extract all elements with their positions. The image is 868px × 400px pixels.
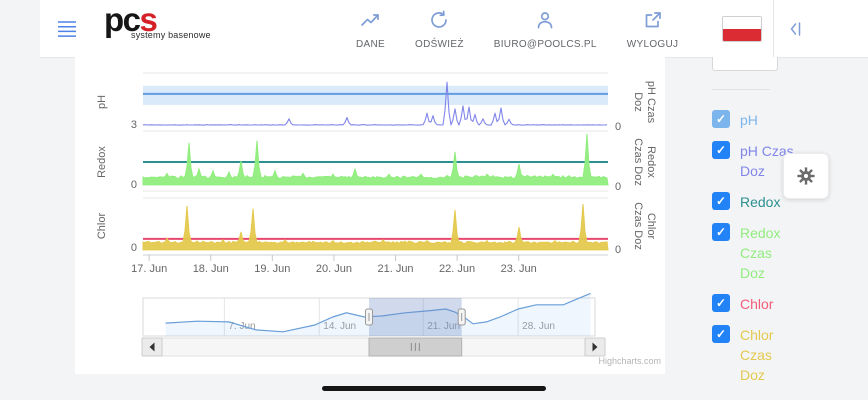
svg-text:ChlorCzas Doz: ChlorCzas Doz bbox=[632, 202, 657, 250]
svg-text:21. Jun: 21. Jun bbox=[427, 321, 460, 332]
legend-checkbox-chlor-czas-doz[interactable]: ✓ bbox=[712, 325, 730, 343]
svg-text:0: 0 bbox=[615, 181, 621, 193]
nav-biuro-poolcs-pl[interactable]: BIURO@POOLCS.PL bbox=[494, 9, 597, 50]
svg-text:3: 3 bbox=[131, 119, 137, 131]
legend-label: Redox Czas Doz bbox=[740, 225, 781, 281]
legend-label: Chlor Czas Doz bbox=[740, 327, 774, 383]
nav-label: DANE bbox=[356, 39, 385, 50]
nav-od-wie-[interactable]: ODŚWIEŻ bbox=[415, 9, 464, 50]
legend-checkbox-ph[interactable]: ✓ bbox=[712, 110, 730, 128]
flag-white-stripe bbox=[723, 17, 761, 29]
svg-text:0: 0 bbox=[131, 242, 137, 254]
chart-card: 3 0 pH pH CzasDoz 0 0 Redox RedoxCzas Doz 0 0 Chlo… bbox=[75, 57, 665, 374]
svg-text:23. Jun: 23. Jun bbox=[501, 263, 537, 275]
legend-item-chlor: ✓ Chlor bbox=[712, 294, 794, 314]
nav-label: BIURO@POOLCS.PL bbox=[493, 39, 597, 50]
svg-text:pH: pH bbox=[96, 95, 108, 109]
panel-divider bbox=[712, 89, 770, 90]
legend-label: pH Czas Doz bbox=[740, 143, 794, 179]
logo-tagline: systemy basenowe bbox=[131, 30, 211, 40]
triangle-left-icon bbox=[149, 342, 155, 352]
logo-accent: s bbox=[139, 1, 158, 38]
svg-text:20. Jun: 20. Jun bbox=[316, 263, 352, 275]
series-legend: ✓ pH ✓ pH Czas Doz ✓ Redox ✓ Redox Czas Doz ✓ Chl… bbox=[712, 110, 794, 385]
navigator-series bbox=[165, 292, 591, 333]
nav-label: ODŚWIEŻ bbox=[414, 39, 464, 50]
legend-item-ph: ✓ pH bbox=[712, 110, 794, 130]
navigator-area bbox=[165, 293, 591, 336]
legend-label: Chlor bbox=[740, 296, 774, 312]
legend-item-redox-czas-doz: ✓ Redox Czas Doz bbox=[712, 223, 794, 283]
app-header: pcs systemy basenowe DANE ODŚWIEŻ BIURO@PO… bbox=[40, 0, 868, 58]
nav-dane[interactable]: DANE bbox=[356, 9, 385, 50]
user-icon bbox=[534, 9, 556, 36]
highcharts-credit[interactable]: Highcharts.com bbox=[598, 356, 661, 366]
flag-red-stripe bbox=[723, 29, 761, 41]
refresh-icon bbox=[428, 9, 450, 36]
partial-panel bbox=[712, 57, 778, 71]
timeseries-chart[interactable]: 3 0 pH pH CzasDoz 0 0 Redox RedoxCzas Doz 0 0 Chlo… bbox=[75, 57, 665, 374]
svg-text:18. Jun: 18. Jun bbox=[193, 263, 229, 275]
triangle-right-icon bbox=[592, 342, 598, 352]
legend-checkbox-redox-czas-doz[interactable]: ✓ bbox=[712, 223, 730, 241]
brand-logo[interactable]: pcs systemy basenowe bbox=[104, 1, 211, 40]
legend-item-redox: ✓ Redox bbox=[712, 192, 794, 212]
series-redox-czas-doz bbox=[142, 133, 609, 186]
chevron-left-bar-icon bbox=[790, 22, 801, 36]
svg-text:21. Jun: 21. Jun bbox=[377, 263, 413, 275]
legend-label: pH bbox=[740, 112, 758, 128]
nav-label: WYLOGUJ bbox=[626, 39, 679, 50]
logout-icon bbox=[642, 9, 664, 36]
legend-checkbox-ph-czas-doz[interactable]: ✓ bbox=[712, 141, 730, 159]
svg-text:0: 0 bbox=[615, 121, 621, 133]
collapse-panel-button[interactable] bbox=[788, 20, 804, 38]
svg-text:pH CzasDoz: pH CzasDoz bbox=[632, 81, 657, 124]
svg-text:Redox: Redox bbox=[96, 146, 108, 178]
logo-text: pcs bbox=[104, 1, 211, 38]
nav-wyloguj[interactable]: WYLOGUJ bbox=[627, 9, 679, 50]
hamburger-icon bbox=[58, 21, 76, 37]
home-indicator bbox=[322, 386, 546, 391]
svg-text:28. Jun: 28. Jun bbox=[522, 321, 555, 332]
legend-item-chlor-czas-doz: ✓ Chlor Czas Doz bbox=[712, 325, 794, 385]
chart-line-icon bbox=[359, 9, 381, 36]
series-ph-czas-doz bbox=[142, 81, 608, 126]
series-chlor-czas-doz bbox=[142, 203, 609, 251]
header-nav: DANE ODŚWIEŻ BIURO@POOLCS.PL WYLOGUJ bbox=[356, 9, 678, 50]
navigator-selected-range[interactable] bbox=[369, 298, 462, 336]
menu-button[interactable] bbox=[57, 20, 77, 38]
legend-label: Redox bbox=[740, 194, 781, 210]
gear-icon bbox=[797, 167, 815, 185]
svg-text:0: 0 bbox=[131, 179, 137, 191]
logo-main: pc bbox=[104, 1, 141, 38]
svg-text:22. Jun: 22. Jun bbox=[439, 263, 475, 275]
header-divider bbox=[773, 0, 774, 57]
svg-text:17. Jun: 17. Jun bbox=[131, 263, 167, 275]
settings-button[interactable] bbox=[783, 153, 829, 199]
svg-text:Chlor: Chlor bbox=[96, 213, 108, 240]
legend-item-ph-czas-doz: ✓ pH Czas Doz bbox=[712, 141, 794, 181]
legend-checkbox-chlor[interactable]: ✓ bbox=[712, 294, 730, 312]
svg-text:19. Jun: 19. Jun bbox=[254, 263, 290, 275]
svg-text:7. Jun: 7. Jun bbox=[228, 321, 255, 332]
svg-text:14. Jun: 14. Jun bbox=[323, 321, 356, 332]
svg-text:RedoxCzas Doz: RedoxCzas Doz bbox=[632, 138, 657, 186]
language-flag[interactable] bbox=[722, 16, 762, 42]
legend-checkbox-redox[interactable]: ✓ bbox=[712, 192, 730, 210]
svg-text:0: 0 bbox=[615, 244, 621, 256]
band-ph bbox=[143, 85, 608, 105]
navigator bbox=[142, 297, 596, 337]
